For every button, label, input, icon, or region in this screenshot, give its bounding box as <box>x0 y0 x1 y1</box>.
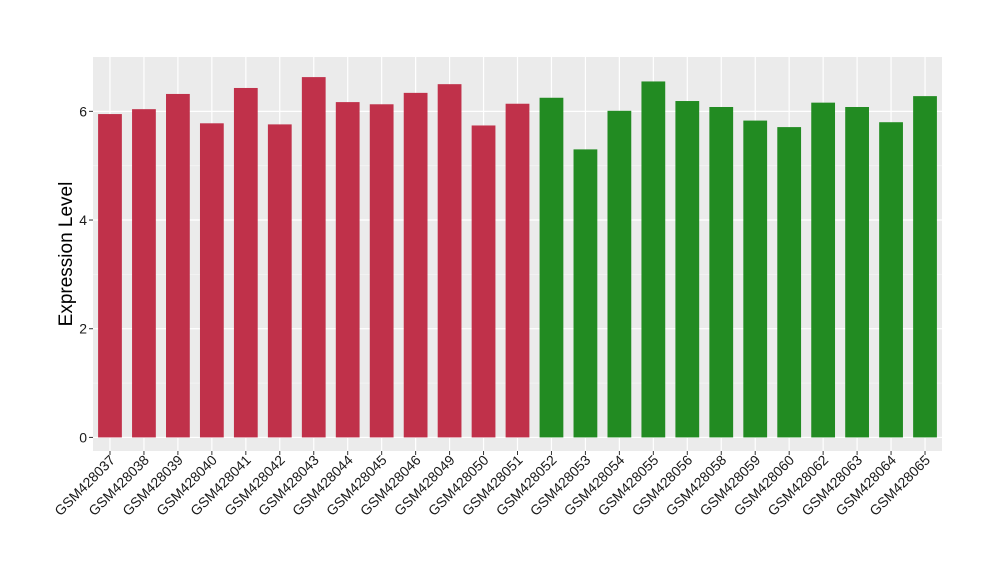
bar-GSM428041 <box>233 87 258 438</box>
bar-GSM428052 <box>539 97 564 438</box>
bar-GSM428062 <box>811 102 836 438</box>
y-tick-label: 4 <box>79 212 87 228</box>
bar-GSM428045 <box>369 104 394 438</box>
bar-GSM428053 <box>573 149 598 438</box>
bar-GSM428054 <box>607 110 632 438</box>
bar-GSM428051 <box>505 103 530 438</box>
bar-GSM428059 <box>743 120 768 438</box>
bar-GSM428042 <box>267 124 292 438</box>
bar-GSM428056 <box>675 101 700 438</box>
bar-GSM428040 <box>199 123 224 438</box>
y-tick-label: 2 <box>79 321 87 337</box>
bar-GSM428043 <box>301 77 326 438</box>
bar-GSM428046 <box>403 92 428 438</box>
bar-GSM428064 <box>879 122 903 438</box>
bar-GSM428063 <box>845 106 869 438</box>
bar-GSM428060 <box>777 127 802 438</box>
bar-GSM428049 <box>437 84 462 438</box>
bar-GSM428038 <box>132 109 156 438</box>
y-axis-title: Expression Level <box>56 182 77 327</box>
bars <box>98 77 937 438</box>
bar-GSM428055 <box>641 81 666 438</box>
bar-GSM428065 <box>913 96 937 438</box>
bar-GSM428058 <box>709 106 734 438</box>
bar-GSM428050 <box>471 125 496 438</box>
bar-GSM428044 <box>335 102 360 438</box>
bar-GSM428037 <box>98 114 122 438</box>
y-tick-label: 6 <box>79 103 87 119</box>
bar-GSM428039 <box>166 93 190 438</box>
y-tick-label: 0 <box>79 429 87 445</box>
